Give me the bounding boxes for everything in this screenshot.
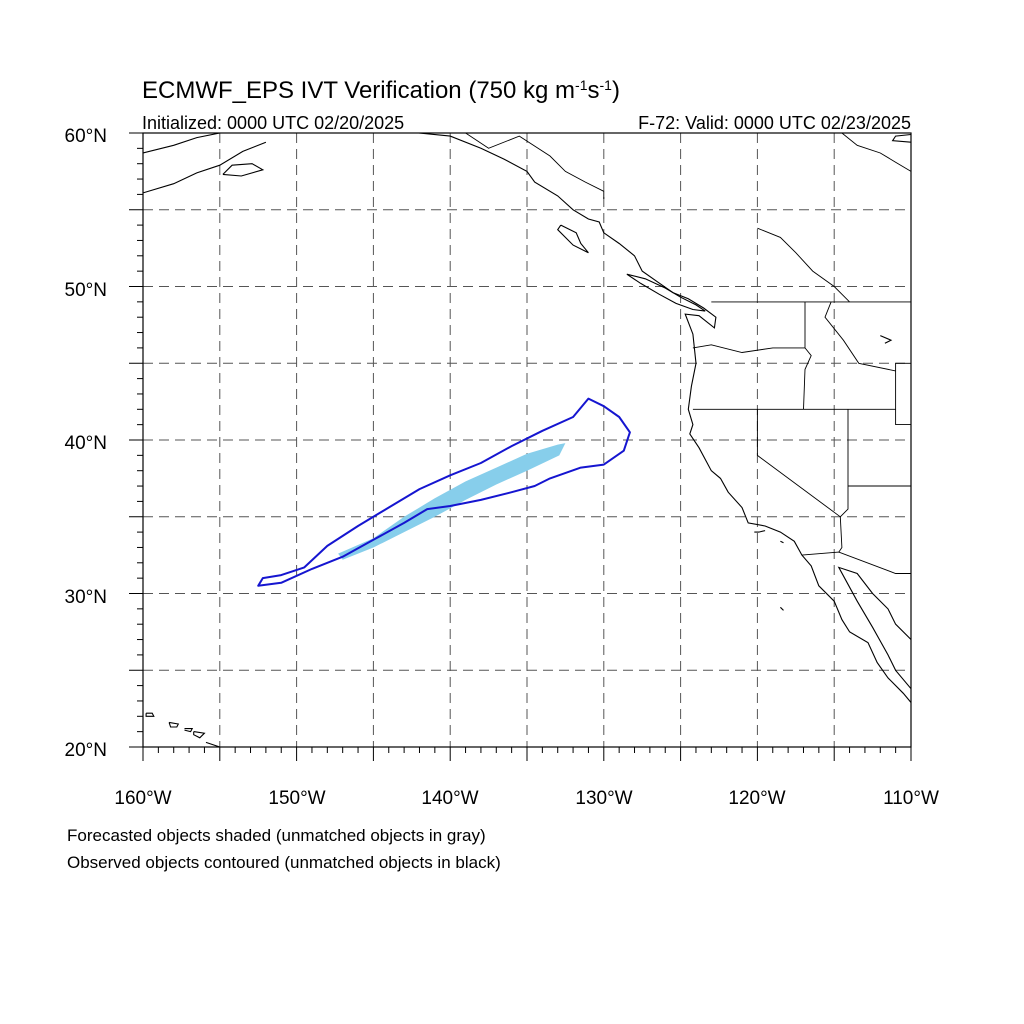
coastline-segment [880, 335, 893, 344]
border-segment [803, 301, 812, 410]
border-segment [839, 409, 849, 518]
observed-object-contour [257, 397, 631, 587]
coastline-segment [143, 141, 267, 194]
coastlines [143, 133, 911, 747]
political-borders [462, 133, 911, 574]
coastline-segment [556, 224, 589, 254]
border-segment [756, 409, 841, 518]
coastline-segment [780, 540, 784, 544]
coastline-segment [780, 606, 784, 611]
coastline-segment [145, 712, 155, 717]
border-segment [824, 301, 896, 372]
lat-label-30n: 30°N [65, 587, 107, 608]
lon-label-110w: 110°W [883, 788, 939, 809]
forecast-note: Forecasted objects shaded (unmatched obj… [67, 826, 486, 845]
coastline-segment [168, 721, 180, 728]
lat-label-60n: 60°N [65, 126, 107, 147]
lon-label-130w: 130°W [575, 788, 632, 809]
observed-note: Observed objects contoured (unmatched ob… [67, 853, 501, 872]
border-segment [838, 516, 843, 553]
coastline-segment [837, 566, 911, 690]
valid-time-label: F-72: Valid: 0000 UTC 02/23/2025 [638, 113, 911, 133]
lat-label-40n: 40°N [65, 433, 107, 454]
coastline-segment [413, 133, 911, 703]
border-segment [757, 227, 850, 303]
lon-label-140w: 140°W [421, 788, 478, 809]
coastline-segment [754, 530, 766, 533]
border-segment [895, 363, 911, 426]
border-segment [801, 551, 911, 574]
coastline-segment [891, 133, 911, 143]
axis-ticks [129, 132, 912, 761]
lat-label-20n: 20°N [65, 740, 107, 761]
coastline-segment [143, 133, 222, 154]
border-segment [841, 133, 911, 172]
border-segment [692, 344, 805, 353]
lat-label-50n: 50°N [65, 280, 107, 301]
coastline-segment [626, 273, 706, 312]
coastline-segment [184, 728, 194, 733]
border-segment [462, 133, 605, 199]
init-time-label: Initialized: 0000 UTC 02/20/2025 [142, 113, 404, 133]
coastline-segment [193, 731, 206, 739]
graticule [143, 133, 911, 747]
lon-label-120w: 120°W [728, 788, 785, 809]
coastline-segment [222, 163, 265, 177]
figure-title: ECMWF_EPS IVT Verification (750 kg m-1s-… [142, 77, 620, 104]
longitude-labels: 160°W 150°W 140°W 130°W 120°W 110°W [114, 788, 939, 809]
lon-label-160w: 160°W [114, 788, 171, 809]
lon-label-150w: 150°W [268, 788, 325, 809]
coastline-segment [205, 741, 221, 747]
latitude-labels: 60°N 50°N 40°N 30°N 20°N [65, 126, 107, 761]
forecast-object-shaded [338, 443, 566, 560]
